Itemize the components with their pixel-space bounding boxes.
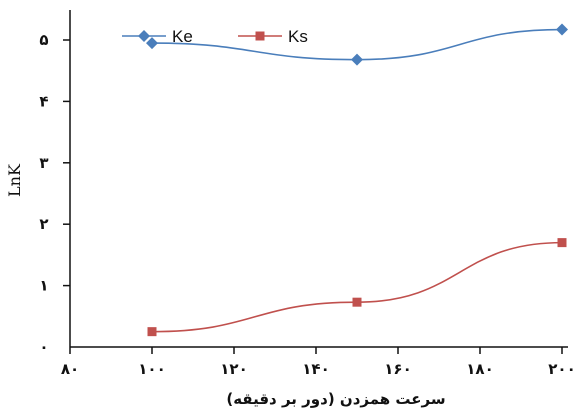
y-tick-label: ۲ (39, 215, 48, 233)
y-tick-label: ۱ (39, 277, 48, 295)
legend-marker (138, 30, 150, 42)
data-point-ke (146, 37, 158, 50)
series-ks (147, 238, 567, 337)
legend-label: Ke (172, 27, 193, 46)
x-tick-label: ۱۲۰ (220, 360, 247, 378)
legend: Ke Ks (122, 27, 308, 46)
legend-label: Ks (288, 27, 308, 46)
x-tick-label: ۱۴۰ (302, 360, 329, 378)
x-tick-label: ۱۶۰ (384, 360, 411, 378)
data-point-ks (147, 327, 157, 337)
x-tick-label: ۲۰۰ (548, 360, 575, 378)
legend-item-ke: Ke (122, 27, 193, 46)
y-tick-label: ۳ (39, 154, 48, 172)
y-tick-label: ۵ (39, 31, 48, 49)
x-tick-label: ۱۰۰ (138, 360, 165, 378)
data-point-ks (352, 297, 362, 307)
x-axis-title: سرعت همزدن (دور بر دقیقه) (226, 390, 445, 408)
y-axis-title: LnK (5, 163, 24, 197)
series-line-ks (151, 241, 563, 333)
legend-marker (255, 31, 265, 41)
data-point-ke (351, 53, 363, 66)
y-tick-label: ۰ (39, 338, 48, 356)
legend-item-ks: Ks (238, 27, 308, 46)
x-tick-label: ۸۰ (61, 360, 79, 378)
series-layer (146, 23, 568, 337)
y-tick-label: ۴ (39, 92, 48, 110)
series-ke (146, 23, 568, 66)
axes: ۰ ۱ ۲ ۳ ۴ ۵ ۸۰ ۱۰۰ ۱۲۰ ۱۴۰ ۱۶۰ ۱۸۰ ۲۰۰ (39, 10, 576, 378)
data-point-ks (557, 238, 567, 248)
x-tick-label: ۱۸۰ (466, 360, 493, 378)
data-point-ke (556, 23, 568, 36)
